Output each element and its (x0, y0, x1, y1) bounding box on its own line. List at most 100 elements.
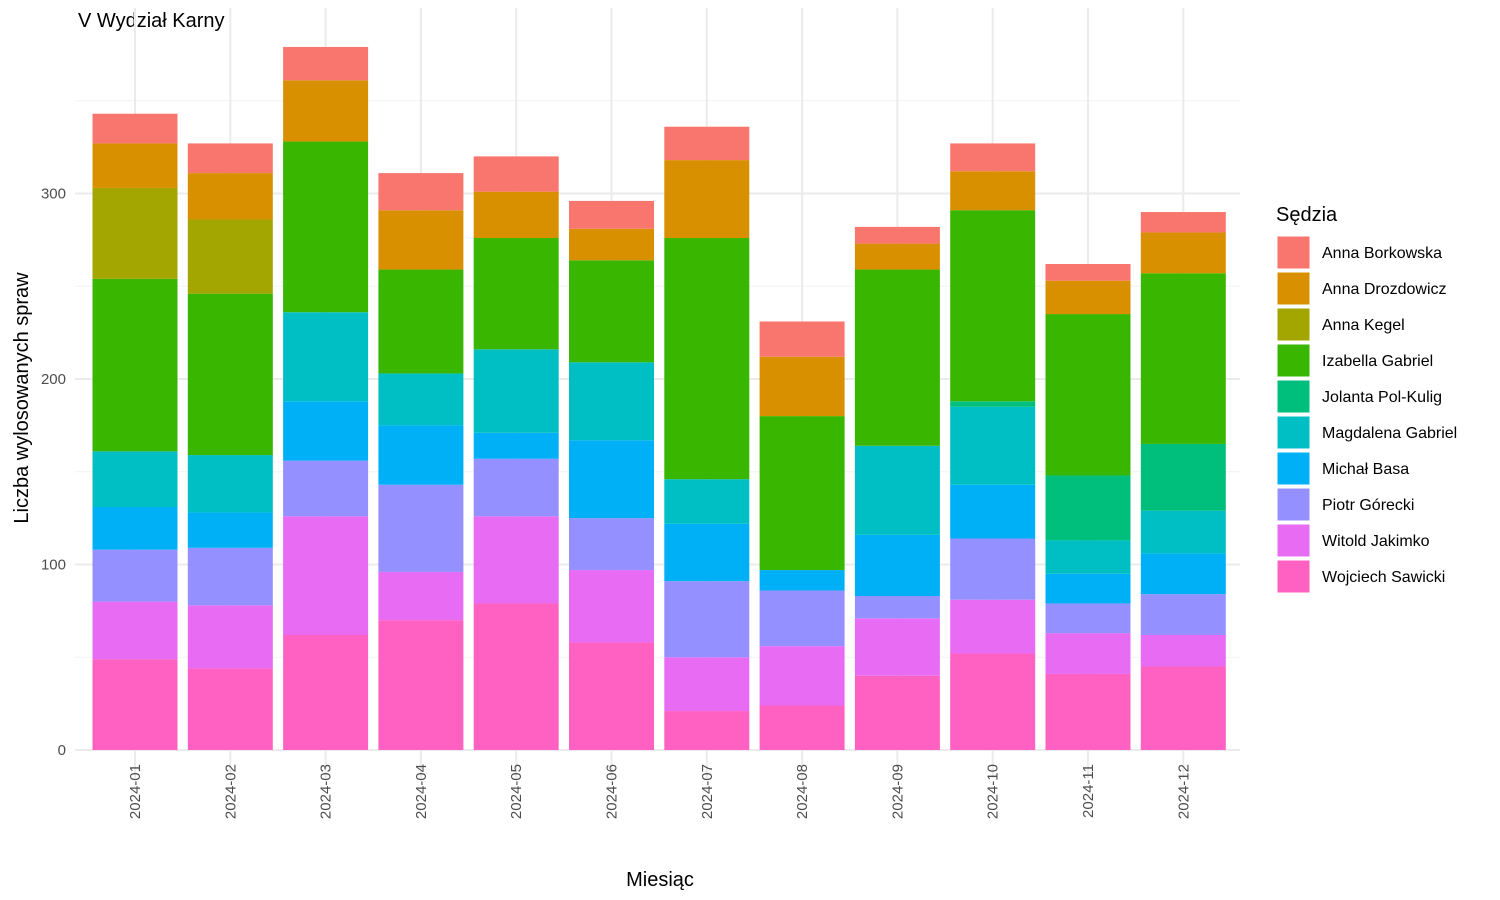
legend-label: Anna Kegel (1322, 317, 1405, 334)
bar-segment (378, 571, 464, 621)
bar-segment (1045, 573, 1131, 604)
y-axis-title: Liczba wylosowanych spraw (11, 272, 33, 524)
bar-segment (664, 711, 750, 750)
bar-segment (1140, 510, 1226, 554)
bar-segment (187, 668, 273, 750)
bar-segment (1045, 540, 1131, 574)
bar-segment (92, 278, 178, 452)
bar-segment (473, 238, 559, 350)
legend-swatch (1276, 235, 1311, 270)
bar-segment (92, 549, 178, 602)
bar-segment (92, 601, 178, 660)
bar-segment (950, 171, 1036, 211)
legend-label: Wojciech Sawicki (1322, 569, 1445, 586)
legend-label: Anna Drozdowicz (1322, 281, 1447, 298)
bar-segment (187, 455, 273, 513)
bar-segment (759, 356, 845, 417)
bar-segment (950, 653, 1036, 750)
bar-segment (378, 373, 464, 426)
bar-segment (187, 173, 273, 220)
bar-segment (1140, 666, 1226, 750)
x-tick-label: 2024-11 (1080, 764, 1097, 818)
bar-segment (950, 401, 1036, 407)
bar-segment (92, 506, 178, 550)
legend: Sędzia Anna Borkowska Anna Drozdowicz Anna… (1276, 204, 1457, 594)
bar-segment (187, 547, 273, 606)
bar-segment (187, 293, 273, 456)
bar-segment (664, 238, 750, 480)
bar-segment (950, 210, 1036, 402)
bar-segment (283, 312, 369, 402)
bar-segment (569, 642, 654, 750)
legend-title: Sędzia (1276, 204, 1338, 226)
bar-segment (664, 160, 750, 239)
bar-segment (1140, 634, 1226, 667)
bar-segment (854, 675, 940, 750)
bar-segment (854, 618, 940, 676)
bar-segment (92, 451, 178, 507)
legend-swatch (1276, 487, 1311, 522)
bar-segment (854, 596, 940, 619)
legend-swatch (1276, 307, 1311, 342)
bar-segment (283, 80, 369, 142)
bar-segment (854, 226, 940, 244)
x-tick-label: 2024-01 (127, 764, 144, 819)
bar-segment (92, 113, 178, 144)
bars (92, 46, 1226, 750)
y-tick-label: 200 (41, 371, 66, 388)
bar-segment (854, 243, 940, 270)
bar-segment (950, 484, 1036, 539)
bar-segment (187, 512, 273, 548)
x-tick-label: 2024-09 (889, 764, 906, 819)
bar-segment (473, 603, 559, 750)
bar-segment (378, 484, 464, 572)
bar-segment (283, 401, 369, 461)
x-tick-label: 2024-12 (1175, 764, 1192, 819)
x-tick-label: 2024-05 (508, 764, 525, 819)
legend-swatch (1276, 451, 1311, 486)
bar-segment (759, 590, 845, 647)
legend-swatch (1276, 523, 1311, 558)
bar-segment (759, 321, 845, 357)
x-axis-title: Miesiąc (626, 869, 694, 891)
bar-segment (950, 538, 1036, 600)
bar-segment (950, 143, 1036, 172)
y-axis-ticks: 0 100 200 300 (41, 186, 66, 760)
x-tick-label: 2024-03 (318, 764, 335, 819)
x-tick-label: 2024-06 (604, 764, 621, 819)
bar-segment (378, 425, 464, 485)
bar-segment (569, 260, 654, 363)
bar-segment (1045, 475, 1131, 541)
bar-segment (1140, 232, 1226, 274)
bar-segment (283, 46, 369, 81)
bar-segment (569, 518, 654, 571)
y-tick-label: 100 (41, 557, 66, 574)
legend-label: Michał Basa (1322, 461, 1409, 478)
bar-segment (92, 187, 178, 279)
legend-swatch (1276, 379, 1311, 414)
bar-segment (759, 705, 845, 750)
bar-segment (1140, 443, 1226, 511)
bar-segment (569, 362, 654, 441)
legend-swatch (1276, 271, 1311, 306)
bar-segment (1045, 314, 1131, 476)
y-tick-label: 0 (58, 742, 66, 759)
x-tick-label: 2024-02 (222, 764, 239, 819)
bar-segment (1140, 212, 1226, 233)
bar-segment (569, 570, 654, 643)
bar-segment (1140, 553, 1226, 595)
legend-label: Magdalena Gabriel (1322, 425, 1457, 442)
bar-segment (473, 458, 559, 517)
chart-title: V Wydział Karny (78, 10, 225, 32)
bar-segment (664, 657, 750, 712)
bar-segment (283, 634, 369, 750)
bar-segment (378, 210, 464, 270)
legend-swatch (1276, 415, 1311, 450)
legend-label: Anna Borkowska (1322, 245, 1442, 262)
bar-segment (187, 143, 273, 174)
bar-segment (569, 440, 654, 519)
bar-segment (1045, 633, 1131, 674)
bar-segment (664, 126, 750, 161)
bar-segment (854, 534, 940, 597)
